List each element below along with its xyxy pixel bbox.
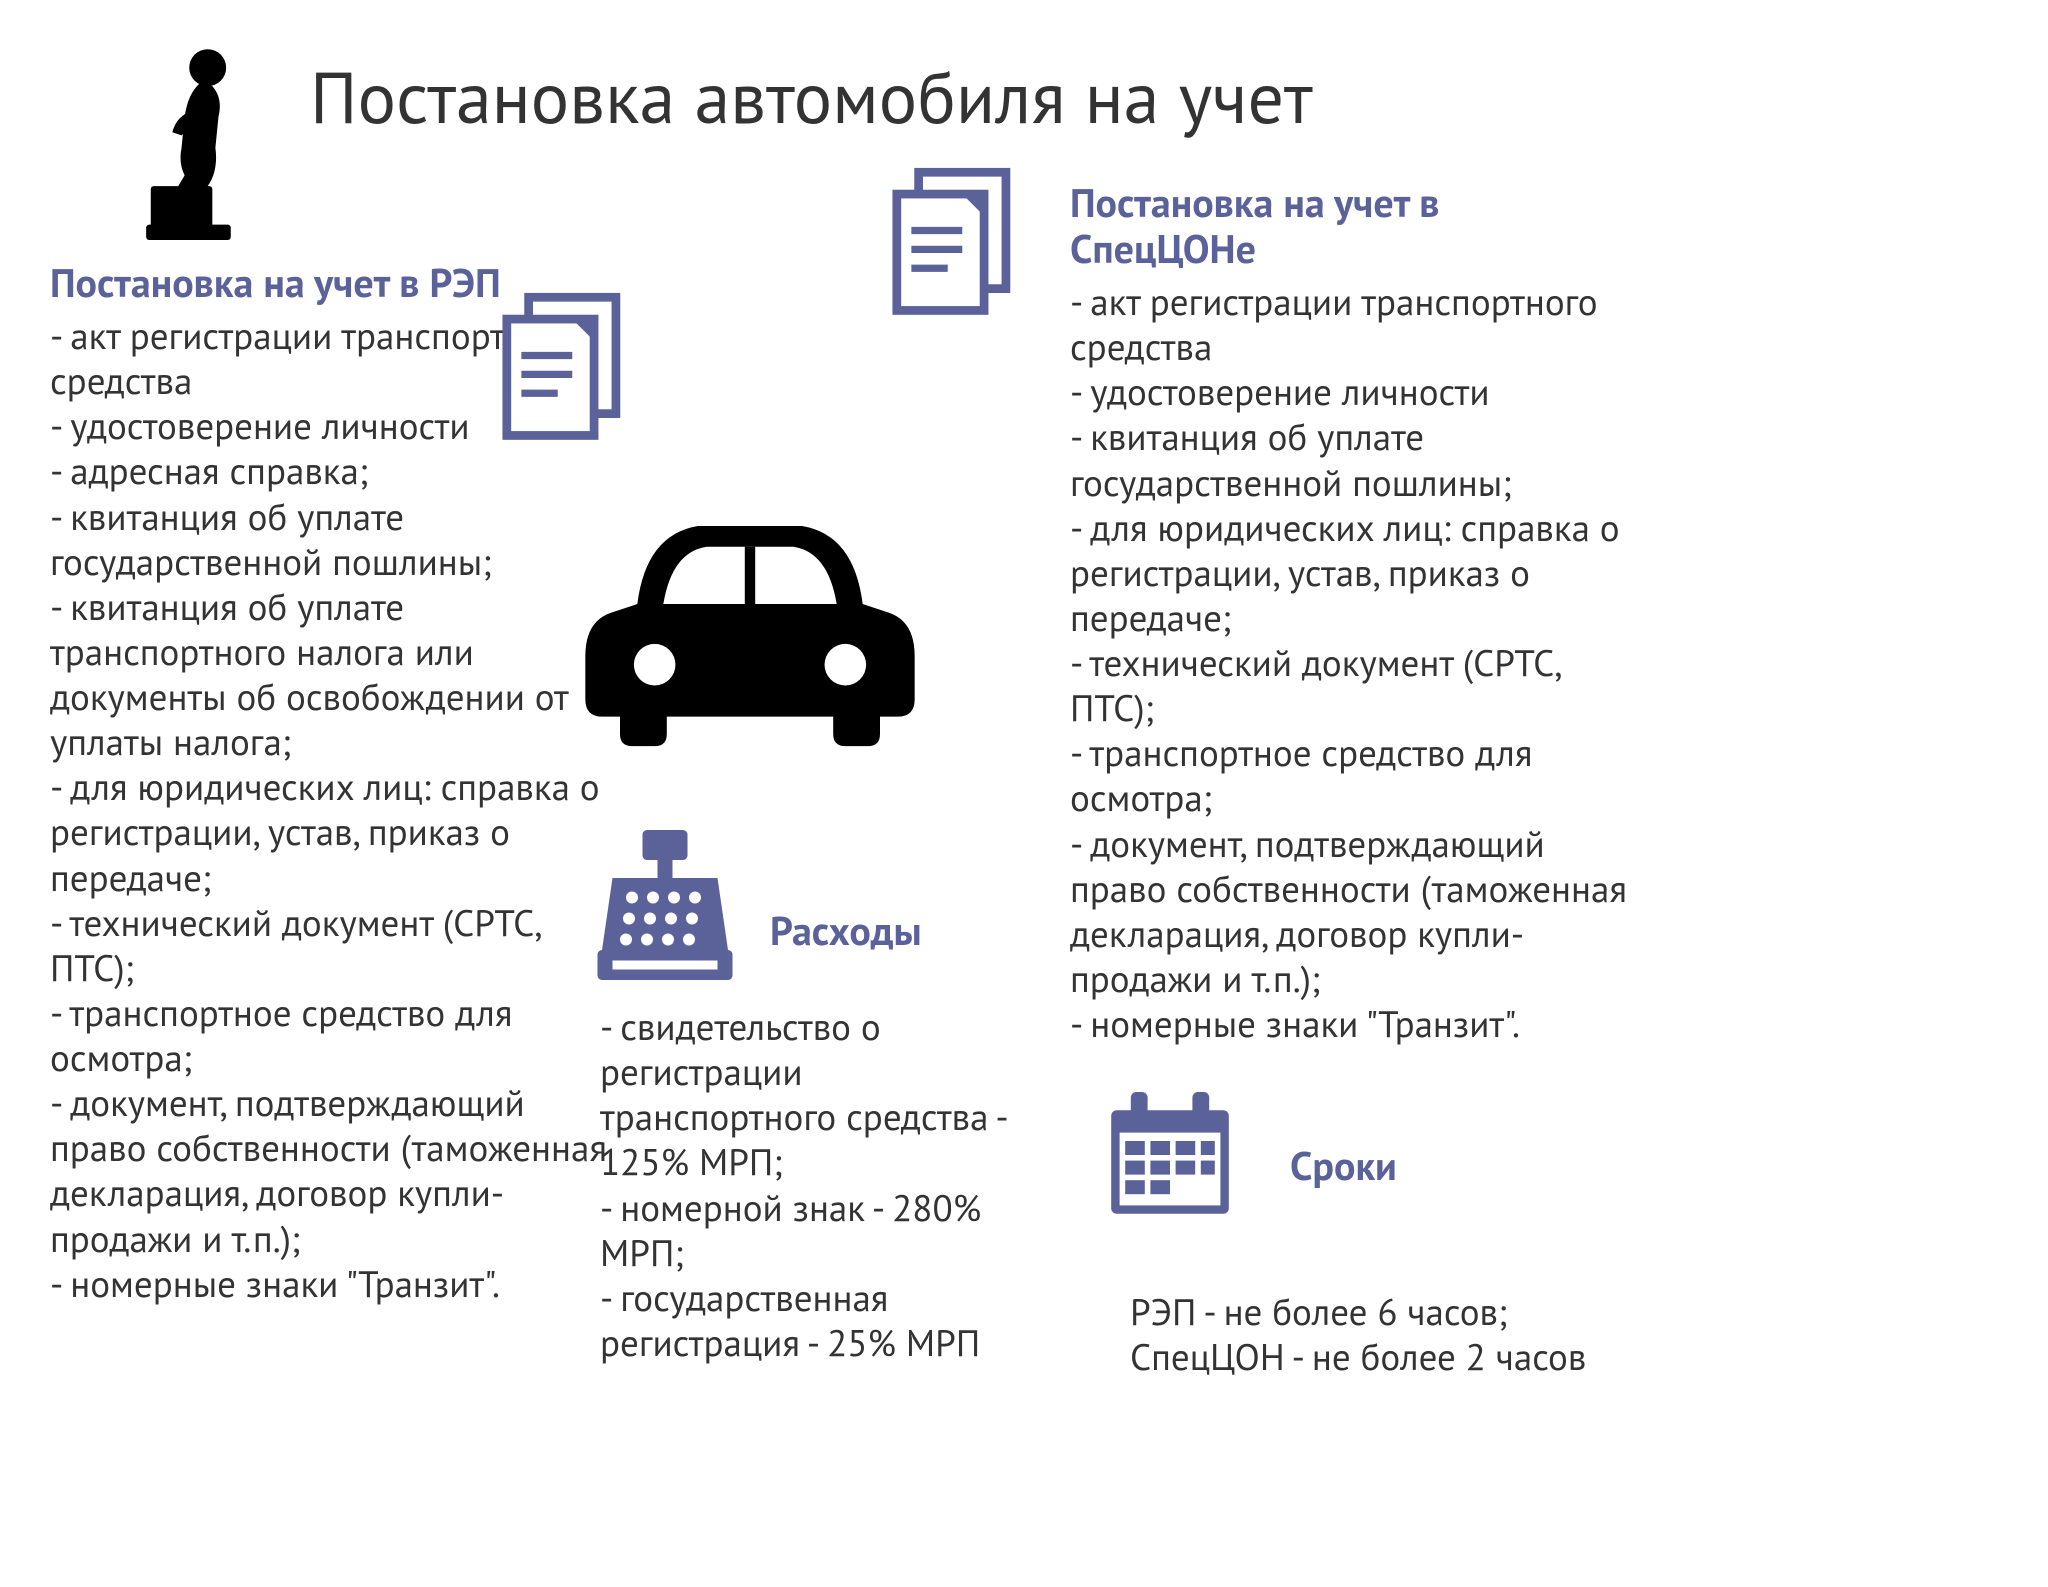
deadlines-items: РЭП - не более 6 часов; СпецЦОН - не бол… xyxy=(1130,1290,1650,1380)
car-icon xyxy=(570,500,930,760)
expenses-heading: Расходы xyxy=(770,905,922,957)
spetscon-heading: Постановка на учет в СпецЦОНе xyxy=(1070,180,1630,272)
page-title: Постановка автомобиля на учет xyxy=(310,50,1313,143)
calendar-icon xyxy=(1100,1085,1240,1225)
spetscon-section: Постановка на учет в СпецЦОНе - акт реги… xyxy=(1070,180,1630,1047)
spetscon-items: - акт регистрации транспортного средства… xyxy=(1070,280,1630,1047)
expenses-items: - свидетельство о регистрации транспортн… xyxy=(600,1005,1030,1366)
deadlines-heading: Сроки xyxy=(1290,1140,1397,1192)
rep-items: - акт регистрации транспортного средства… xyxy=(50,314,610,1307)
document-icon xyxy=(490,290,640,450)
document-icon xyxy=(880,165,1030,325)
cash-register-icon xyxy=(590,820,740,990)
thinker-icon xyxy=(120,40,280,240)
